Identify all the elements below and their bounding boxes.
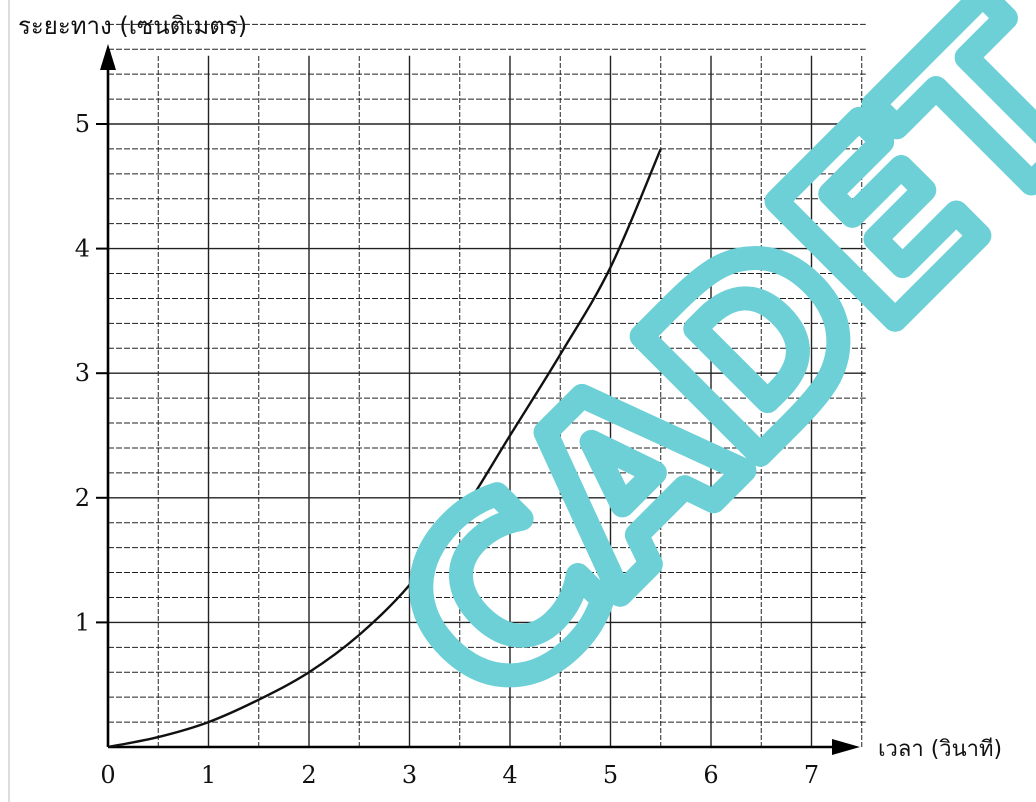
x-tick-label: 0 — [100, 761, 115, 789]
y-tick-label: 5 — [75, 110, 90, 138]
series-line — [107, 148, 662, 749]
y-tick-label: 3 — [75, 359, 90, 387]
x-tick-label: 3 — [402, 761, 417, 789]
x-axis-label: เวลา (วินาที) — [878, 737, 1002, 762]
y-tick-label: 1 — [75, 608, 90, 636]
y-axis-label: ระยะทาง (เซนติเมตร) — [18, 12, 247, 40]
tick-labels: 0 1 2 3 4 5 6 7 1 2 3 4 5 — [75, 110, 819, 789]
x-tick-label: 4 — [502, 761, 517, 789]
y-tick-label: 2 — [75, 484, 90, 512]
series-layer — [107, 148, 662, 749]
x-tick-label: 7 — [804, 761, 819, 789]
x-tick-label: 6 — [703, 761, 718, 789]
x-tick-label: 5 — [603, 761, 618, 789]
grid — [108, 23, 866, 747]
x-tick-label: 2 — [301, 761, 316, 789]
axes — [100, 44, 860, 755]
y-tick-label: 4 — [75, 235, 90, 263]
y-axis-arrow — [100, 44, 116, 70]
x-tick-label: 1 — [201, 761, 216, 789]
x-axis-arrow — [832, 739, 860, 755]
